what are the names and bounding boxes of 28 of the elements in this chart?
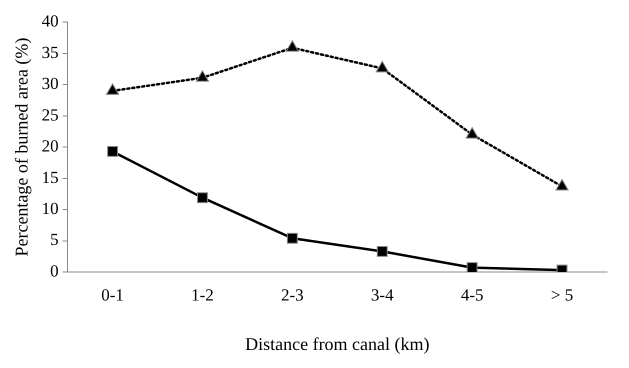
point (466, 127, 479, 139)
point (466, 262, 478, 272)
x-tick-label: 0-1 (101, 286, 124, 305)
x-tick-label: 1-2 (191, 286, 214, 305)
point (106, 83, 120, 95)
x-tick-label: 4-5 (460, 286, 484, 305)
y-tick-label: 5 (50, 230, 59, 250)
point (555, 178, 569, 190)
point (376, 246, 388, 257)
y-axis-title: Percentage of burned area (%) (12, 38, 32, 257)
x-axis-title: Distance from canal (km) (245, 334, 430, 354)
point (286, 40, 299, 52)
y-tick-label: 10 (42, 199, 59, 218)
y-tick-label: 35 (42, 42, 59, 62)
y-tick-label: 15 (42, 168, 59, 187)
point (286, 232, 298, 244)
point (197, 192, 208, 204)
x-tick-label: 3-4 (370, 286, 394, 305)
x-tick-label: > 5 (550, 286, 574, 305)
point (107, 146, 118, 157)
x-tick-label: 2-3 (281, 286, 304, 305)
point (376, 60, 389, 72)
y-tick-label: 30 (42, 74, 59, 94)
point (196, 70, 210, 82)
y-tick-label: 25 (42, 105, 59, 124)
y-tick-label: 40 (42, 12, 59, 31)
y-tick-label: 0 (50, 261, 59, 280)
y-tick-label: 20 (42, 136, 59, 156)
